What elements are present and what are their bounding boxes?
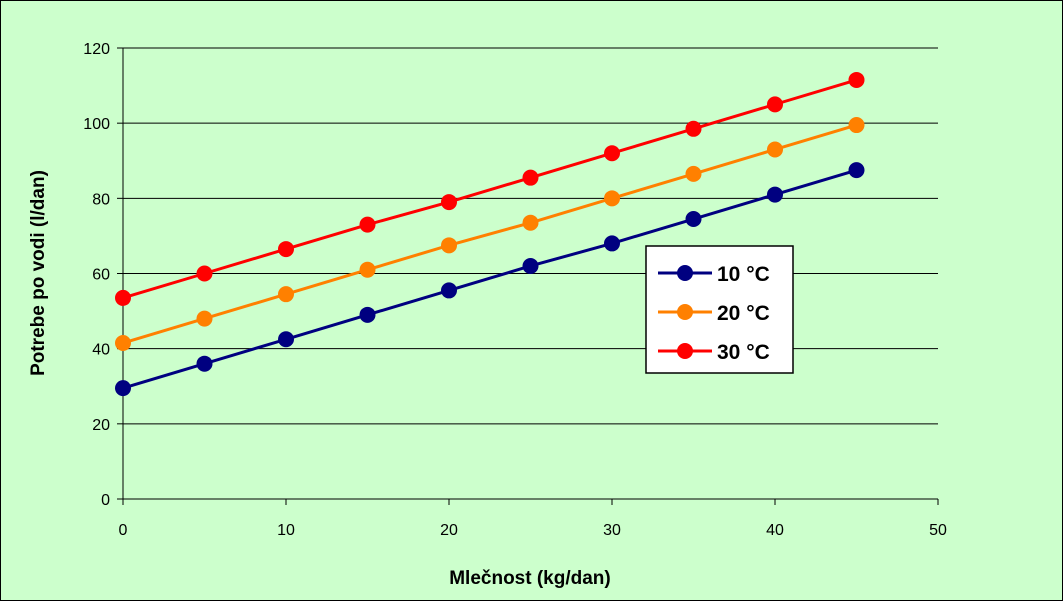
data-point [441,282,457,299]
axes [117,47,939,505]
legend-marker [677,265,693,281]
data-point [685,165,702,182]
data-point [685,211,702,228]
legend-label: 30 °C [717,341,770,364]
x-tick-label: 0 [119,522,128,539]
data-point [767,96,783,113]
data-point [685,120,702,137]
legend-marker [677,343,693,359]
x-tick-label: 50 [929,522,947,539]
x-tick-label: 20 [440,522,458,539]
series-layer [115,71,865,397]
y-tick-label: 0 [101,492,110,509]
data-point [848,162,865,179]
legend-marker [677,304,693,320]
y-tick-label: 100 [83,116,110,133]
y-tick-label: 60 [92,267,110,284]
series-line [122,78,857,300]
data-point [359,306,376,323]
data-point [115,289,131,306]
data-point [115,335,131,352]
legend-label: 20 °C [717,302,770,325]
legend-item-1: 20 °C [658,302,770,325]
y-axis-title: Potrebe po vodi (l/dan) [28,170,49,376]
x-tick-label: 30 [603,522,621,539]
data-point [848,117,865,134]
data-point [278,331,294,348]
series-line [122,123,857,345]
data-point [359,216,376,233]
data-point [278,286,294,303]
data-point [441,237,457,254]
data-point [441,194,457,211]
gridlines [123,47,938,425]
data-point [604,190,620,207]
series-line [122,168,857,390]
data-point [848,71,865,88]
data-point [115,380,131,397]
series-2 [115,71,865,306]
data-point [522,169,539,186]
data-point [278,241,294,258]
data-point [604,145,620,162]
data-point [522,257,539,274]
data-point [767,186,783,203]
x-tick-label: 10 [277,522,295,539]
y-tick-label: 20 [92,417,110,434]
tick-labels: 0 20 40 60 80 100 120 0 10 20 30 40 50 [83,41,947,539]
legend: 10 °C 20 °C 30 °C [645,245,794,374]
data-point [359,261,376,278]
data-point [196,265,213,282]
data-point [767,141,783,158]
series-0 [115,162,865,397]
y-tick-label: 80 [92,191,110,208]
data-point [604,235,620,252]
data-point [196,310,213,327]
data-point [522,214,539,231]
x-tick-label: 40 [766,522,784,539]
y-tick-label: 120 [83,41,110,58]
data-point [196,355,213,372]
y-tick-label: 40 [92,342,110,359]
legend-item-2: 30 °C [658,341,770,364]
legend-label: 10 °C [717,263,770,286]
series-1 [115,117,865,352]
legend-item-0: 10 °C [658,263,770,286]
x-axis-title: Mlečnost (kg/dan) [449,568,611,589]
